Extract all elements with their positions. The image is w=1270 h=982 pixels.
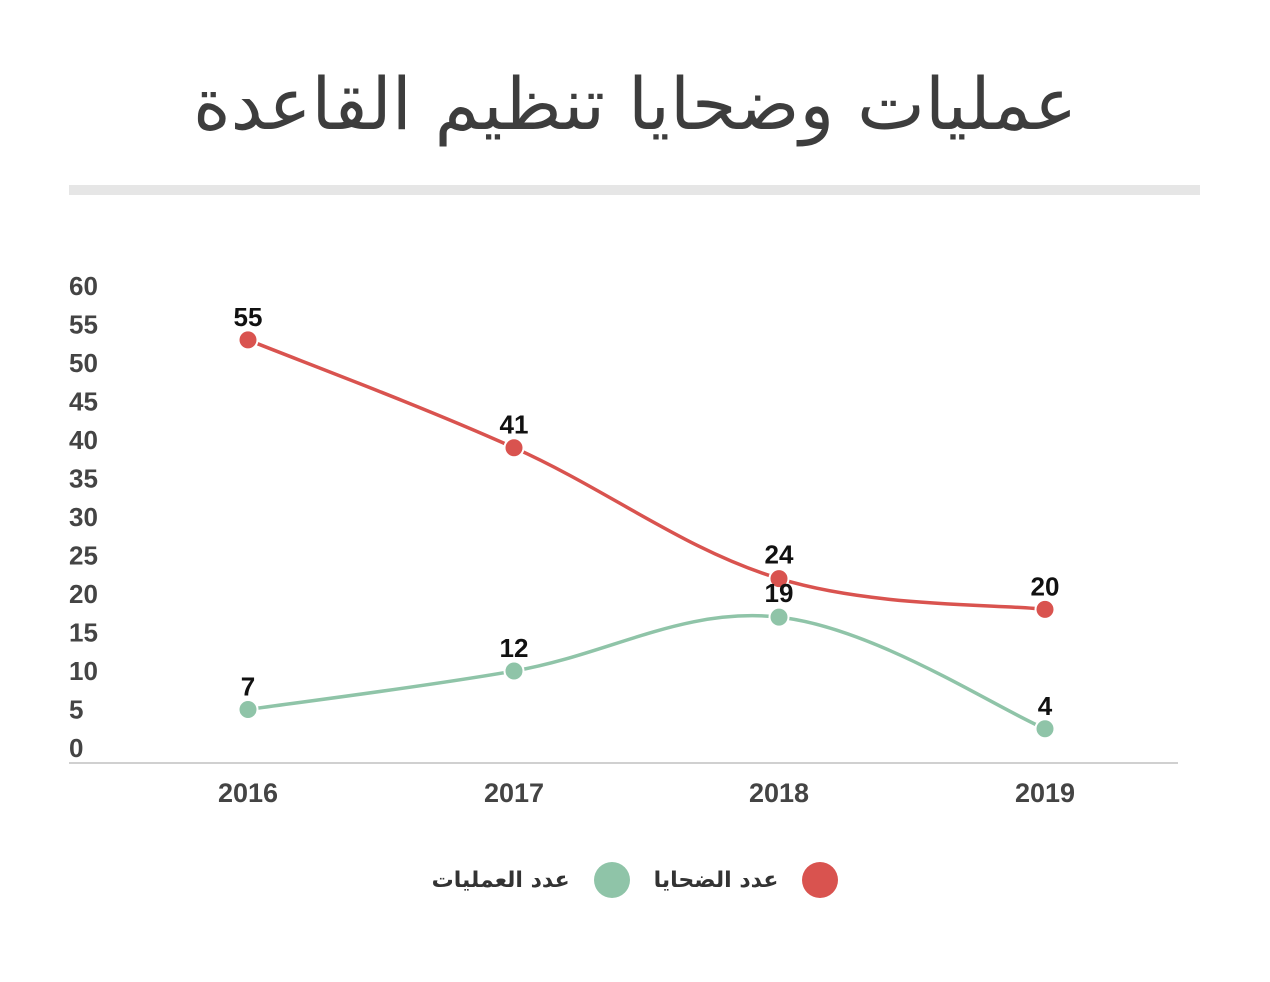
legend-item-operations[interactable]: عدد العمليات	[432, 862, 630, 898]
title-divider	[69, 185, 1200, 195]
series-line-1	[247, 613, 1046, 731]
x-tick-label: 2019	[1015, 778, 1075, 808]
x-tick-label: 2016	[218, 778, 278, 808]
y-tick-label: 20	[69, 579, 98, 609]
data-point	[237, 329, 259, 351]
data-label: 24	[765, 540, 794, 570]
data-label: 55	[234, 302, 263, 332]
y-tick-label: 60	[69, 271, 98, 301]
y-tick-label: 45	[69, 387, 98, 417]
legend: عدد الضحايا عدد العمليات	[0, 862, 1270, 898]
y-tick-label: 5	[69, 695, 83, 725]
y-tick-label: 0	[69, 733, 83, 763]
y-tick-label: 35	[69, 464, 98, 494]
data-label: 19	[765, 578, 794, 608]
y-tick-label: 50	[69, 348, 98, 378]
chart-title: عمليات وضحايا تنظيم القاعدة	[192, 62, 1078, 146]
data-point	[1034, 718, 1056, 740]
data-point	[503, 660, 525, 682]
data-point	[237, 699, 259, 720]
legend-item-victims[interactable]: عدد الضحايا	[654, 862, 839, 898]
data-point	[503, 437, 525, 459]
y-tick-label: 55	[69, 310, 98, 340]
legend-label-victims: عدد الضحايا	[653, 867, 779, 893]
y-tick-label: 30	[69, 502, 98, 532]
y-tick-label: 10	[69, 656, 98, 686]
y-tick-label: 40	[69, 425, 98, 455]
data-point	[1034, 598, 1056, 620]
data-point	[768, 606, 790, 628]
data-label: 7	[241, 672, 255, 702]
data-label: 4	[1038, 691, 1053, 721]
y-tick-label: 15	[69, 618, 98, 648]
data-label: 12	[500, 633, 529, 663]
x-tick-label: 2017	[484, 778, 544, 808]
data-point	[768, 568, 790, 590]
data-label: 41	[500, 410, 529, 440]
series-line-0	[247, 338, 1046, 612]
legend-swatch-victims	[802, 862, 839, 898]
legend-swatch-operations	[593, 862, 630, 898]
data-label: 20	[1031, 571, 1060, 601]
y-tick-label: 25	[69, 541, 98, 571]
legend-label-operations: عدد العمليات	[431, 867, 570, 893]
x-tick-label: 2018	[749, 778, 809, 808]
